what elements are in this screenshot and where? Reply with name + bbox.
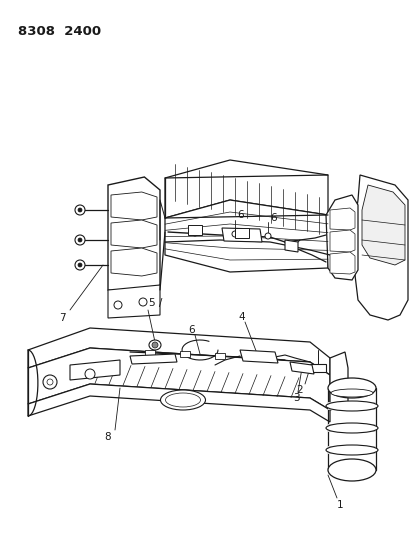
Ellipse shape [325, 423, 377, 433]
Bar [327, 424, 375, 432]
Polygon shape [130, 354, 177, 364]
Polygon shape [70, 360, 120, 380]
Text: 5 /: 5 / [149, 298, 162, 308]
Polygon shape [329, 352, 347, 410]
Text: 6: 6 [270, 213, 276, 223]
Polygon shape [164, 160, 327, 218]
Polygon shape [361, 185, 404, 265]
Text: 8308  2400: 8308 2400 [18, 25, 101, 38]
Polygon shape [28, 328, 329, 375]
Circle shape [43, 375, 57, 389]
Polygon shape [325, 195, 357, 280]
Bar [327, 402, 375, 410]
Text: 6: 6 [236, 210, 243, 220]
Circle shape [78, 208, 82, 212]
Polygon shape [221, 228, 261, 242]
Circle shape [75, 260, 85, 270]
Text: 7: 7 [58, 313, 65, 323]
Text: 2: 2 [296, 385, 303, 395]
Polygon shape [108, 177, 160, 295]
Polygon shape [354, 175, 407, 320]
Bar [214, 353, 225, 359]
Polygon shape [108, 285, 160, 318]
Circle shape [264, 233, 270, 239]
Ellipse shape [325, 401, 377, 411]
Text: 4: 4 [238, 312, 245, 322]
Bar [249, 354, 259, 360]
Polygon shape [329, 252, 354, 274]
Bar [180, 351, 189, 357]
Ellipse shape [165, 393, 200, 407]
Circle shape [85, 369, 95, 379]
Polygon shape [329, 230, 354, 252]
Circle shape [152, 342, 157, 348]
Circle shape [75, 235, 85, 245]
Polygon shape [28, 348, 329, 410]
Bar [145, 350, 155, 356]
Ellipse shape [330, 389, 372, 397]
Polygon shape [164, 200, 327, 272]
Circle shape [139, 298, 147, 306]
Text: 3: 3 [292, 393, 299, 403]
Ellipse shape [148, 340, 161, 350]
Circle shape [75, 205, 85, 215]
Ellipse shape [160, 390, 205, 410]
Bar [188, 225, 202, 235]
Polygon shape [111, 248, 157, 276]
Circle shape [47, 379, 53, 385]
Text: 1: 1 [336, 500, 342, 510]
Bar [309, 364, 325, 372]
Polygon shape [111, 220, 157, 248]
Circle shape [114, 301, 122, 309]
Ellipse shape [327, 459, 375, 481]
Ellipse shape [327, 378, 375, 398]
Polygon shape [284, 240, 297, 252]
Bar [327, 446, 375, 454]
Circle shape [231, 231, 237, 237]
Ellipse shape [325, 445, 377, 455]
Polygon shape [111, 192, 157, 220]
Text: 8: 8 [104, 432, 111, 442]
Text: 6: 6 [188, 325, 195, 335]
Polygon shape [329, 208, 354, 230]
Circle shape [78, 238, 82, 242]
Circle shape [191, 230, 198, 236]
Polygon shape [28, 384, 329, 422]
Bar [234, 228, 248, 238]
Polygon shape [289, 362, 313, 374]
Circle shape [78, 263, 82, 267]
Polygon shape [239, 350, 277, 363]
